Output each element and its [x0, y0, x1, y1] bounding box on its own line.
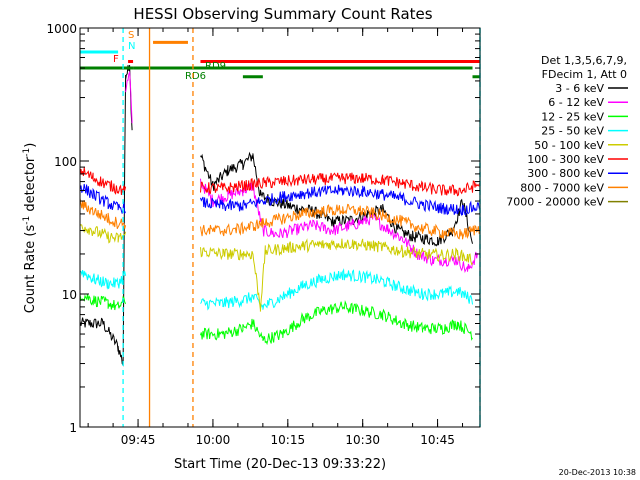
legend-header-line-2: FDecim 1, Att 0	[542, 68, 627, 81]
legend-label-7000-20000-keV: 7000 - 20000 keV	[506, 196, 604, 209]
plot-frame	[79, 27, 481, 428]
x-tick-label-10:30: 10:30	[345, 433, 380, 447]
legend-header-line-1: Det 1,3,5,6,7,9,	[541, 54, 627, 67]
bar-label-n: N	[128, 41, 135, 52]
y-axis-label-sup1: -1	[22, 216, 32, 225]
y-tick-label-1000: 1000	[46, 22, 77, 36]
y-tick-label-1: 1	[69, 421, 77, 435]
legend-label-12-25-keV: 12 - 25 keV	[541, 110, 604, 123]
legend: Det 1,3,5,6,7,9, FDecim 1, Att 0 3 - 6 k…	[506, 54, 628, 209]
bar-label-s: S	[128, 30, 134, 41]
legend-label-50-100-keV: 50 - 100 keV	[534, 139, 604, 152]
y-axis-label-main: Count Rate (s	[23, 225, 38, 314]
y-tick-label-100: 100	[54, 155, 77, 169]
y-axis-label-sup2: -1	[22, 148, 32, 157]
y-tick-label-10: 10	[62, 288, 77, 302]
chart-title: HESSI Observing Summary Count Rates	[133, 5, 432, 23]
y-axis-label: Count Rate (s-1 detector-1)	[22, 143, 38, 314]
x-axis-label: Start Time (20-Dec-13 09:33:22)	[174, 457, 386, 472]
legend-label-800-7000-keV: 800 - 7000 keV	[520, 181, 604, 194]
legend-label-100-300-keV: 100 - 300 keV	[527, 153, 604, 166]
x-tick-label-10:15: 10:15	[271, 433, 306, 447]
y-axis-label-mid: detector	[23, 156, 38, 216]
x-tick-label-09:45: 09:45	[121, 433, 156, 447]
legend-label-25-50-keV: 25 - 50 keV	[541, 125, 604, 138]
y-axis-label-end: )	[23, 143, 38, 148]
bar-label-rd6: RD6	[185, 71, 206, 82]
timestamp: 20-Dec-2013 10:38	[559, 468, 636, 477]
x-tick-label-10:45: 10:45	[420, 433, 455, 447]
x-tick-label-10:00: 10:00	[196, 433, 231, 447]
legend-label-6-12-keV: 6 - 12 keV	[548, 96, 604, 109]
bar-label-rd9: RD9	[205, 61, 226, 72]
legend-label-300-800-keV: 300 - 800 keV	[527, 167, 604, 180]
bar-label-f: F	[113, 54, 119, 65]
legend-label-3-6-keV: 3 - 6 keV	[555, 82, 604, 95]
axes-layer: 09:45 10:00 10:15 10:30 10:45 1 10 100 1000	[46, 22, 480, 447]
